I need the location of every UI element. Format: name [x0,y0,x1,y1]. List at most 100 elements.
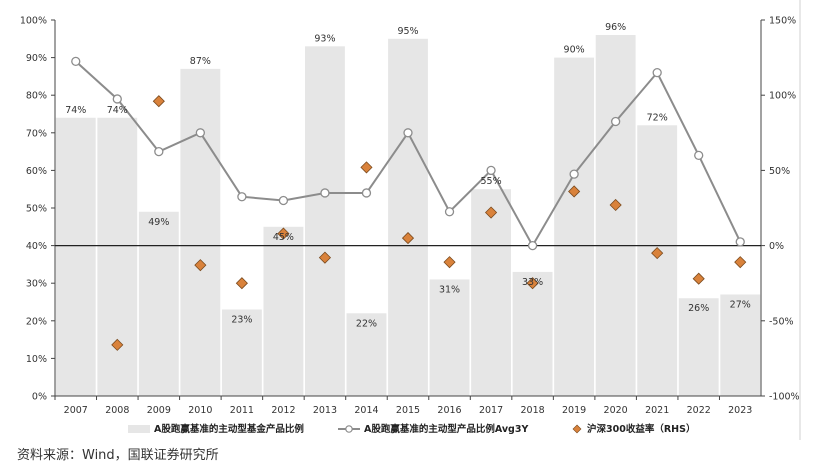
hs300-point [111,338,124,351]
hs300-point [194,259,207,272]
left-tick-label: 90% [26,53,47,64]
bar [429,279,470,396]
hs300-point [401,232,415,245]
avg3y-point [112,94,122,104]
hs300-point [443,256,456,269]
bar-data-label: 95% [397,26,418,37]
avg3y-point [278,195,289,206]
legend-bar-swatch [128,425,150,433]
right-tick-label: 50% [769,166,790,177]
source-note: 资料来源：Wind，国联证券研究所 [17,448,219,463]
hs300-point [277,227,290,240]
hs300-point [609,198,622,212]
bar-data-label: 96% [605,22,626,33]
left-tick-label: 20% [26,316,47,327]
bar [637,125,678,396]
bar [138,211,179,396]
bar-data-label: 93% [314,33,335,44]
avg3y-point [71,56,81,67]
right-tick-label: 0% [769,241,784,252]
bar-data-label: 45% [273,232,294,243]
x-tick-label: 2015 [396,405,420,416]
x-tick-label: 2007 [64,405,88,416]
legend-scatter-swatch [572,424,582,434]
bar-data-label: 87% [190,56,211,67]
bar [97,117,138,396]
hs300-point [568,185,581,198]
legend-scatter-label: 沪深300收益率（RHS） [587,423,695,435]
x-tick-label: 2022 [687,405,711,416]
legend-bar-label: A股跑赢基准的主动型基金产品比例 [154,423,304,435]
left-tick-label: 10% [26,354,47,365]
right-tick-label: -100% [769,392,800,403]
left-tick-label: 50% [26,204,47,215]
bar-data-label: 31% [439,284,460,295]
avg3y-point [486,165,496,176]
bar-series [55,35,761,397]
avg3y-point [361,188,372,198]
bar [346,313,387,396]
x-tick-label: 2008 [105,405,129,416]
hs300-point [734,256,747,269]
x-tick-label: 2016 [437,405,461,416]
right-tick-label: -50% [769,316,794,327]
x-tick-label: 2023 [728,405,752,416]
bar [305,46,345,396]
bar-data-label: 33% [522,277,543,288]
left-tick-label: 100% [20,16,47,27]
bar-data-label: 49% [148,217,169,228]
x-tick-label: 2017 [479,405,503,416]
hs300-point [152,95,165,108]
x-tick-label: 2013 [313,405,337,416]
bar [180,68,221,396]
legend: A股跑赢基准的主动型基金产品比例 A股跑赢基准的主动型产品比例Avg3Y 沪深300… [128,0,801,440]
bar [471,189,511,396]
bar-data-label: 90% [564,45,585,56]
bar [55,117,96,396]
hs300-point [235,277,248,290]
x-tick-label: 2012 [271,405,295,416]
avg3y-point [444,207,455,217]
bar [678,298,719,396]
avg3y-point [320,188,330,198]
bar [720,294,761,396]
bar [595,35,636,396]
avg3y-point [403,128,413,138]
left-tick-label: 40% [26,241,47,252]
x-tick-label: 2014 [354,405,378,416]
avg3y-point [527,240,538,251]
bar-data-label: 23% [231,315,252,326]
bar [388,38,428,397]
x-tick-label: 2009 [147,405,171,416]
right-tick-label: 100% [769,91,796,102]
x-tick-label: 2010 [188,405,212,416]
bar [221,309,262,396]
left-tick-label: 80% [26,91,47,102]
bar-data-label: 55% [480,176,501,187]
hs300-point [651,247,664,260]
avg3y-point [694,150,704,161]
bar-data-label: 72% [647,112,668,123]
bar-data-label: 22% [356,318,377,329]
avg3y-line-series [71,56,745,251]
avg3y-point [154,146,164,157]
x-tick-label: 2018 [520,405,544,416]
bar [512,271,553,396]
right-tick-label: 150% [769,16,796,27]
x-tick-label: 2011 [230,405,254,416]
x-tick-label: 2019 [562,405,586,416]
x-tick-label: 2020 [604,405,628,416]
hs300-point [692,272,705,285]
avg3y-point [237,192,247,202]
bar-data-label: 74% [65,105,86,116]
hs300-point [526,277,539,290]
avg3y-point [610,116,621,127]
bar-data-label: 27% [730,299,751,310]
axes: 0% 10% 20% 30% 40% 50% 60% 70% 80% 90% 100% -100% -5… [20,16,800,417]
legend-line-marker [345,425,353,433]
hs300-point [360,161,373,174]
legend-line-label: A股跑赢基准的主动型产品比例Avg3Y [364,423,528,435]
hs300-point [484,206,498,219]
left-tick-label: 0% [32,392,47,403]
